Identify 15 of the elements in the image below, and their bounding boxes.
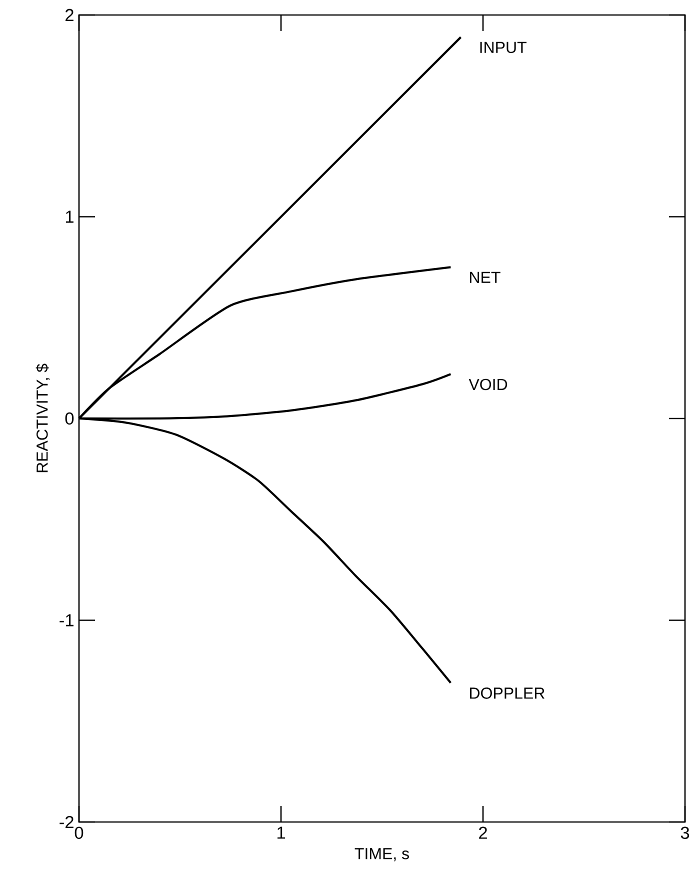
y-axis-title: REACTIVITY, $ [36, 364, 50, 472]
y-tick-label: 2 [66, 8, 74, 22]
y-tick-label: 1 [66, 210, 74, 223]
y-tick-label: -2 [60, 816, 74, 828]
x-tick-label: 3 [680, 826, 690, 839]
x-axis-title: TIME, s [354, 848, 409, 862]
y-tick-label: -1 [60, 614, 74, 626]
x-tick-label: 0 [74, 826, 84, 839]
y-tick-label: 0 [65, 412, 74, 425]
series-label: DOPPLER [470, 688, 544, 699]
x-tick-label: 2 [479, 826, 487, 839]
legend-label: INPUT [480, 42, 526, 54]
series-label: NET [470, 272, 500, 283]
x-tick-label: 1 [278, 826, 285, 839]
series-label: VOID [468, 378, 508, 390]
